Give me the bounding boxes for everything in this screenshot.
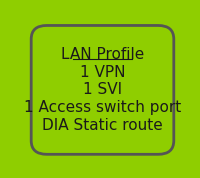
Text: 1 Access switch port: 1 Access switch port [24, 100, 181, 115]
Text: 1 VPN: 1 VPN [80, 65, 125, 80]
Text: LAN Profile: LAN Profile [61, 47, 144, 62]
FancyBboxPatch shape [31, 25, 174, 154]
Text: DIA Static route: DIA Static route [42, 118, 163, 133]
Text: 1 SVI: 1 SVI [83, 82, 122, 97]
